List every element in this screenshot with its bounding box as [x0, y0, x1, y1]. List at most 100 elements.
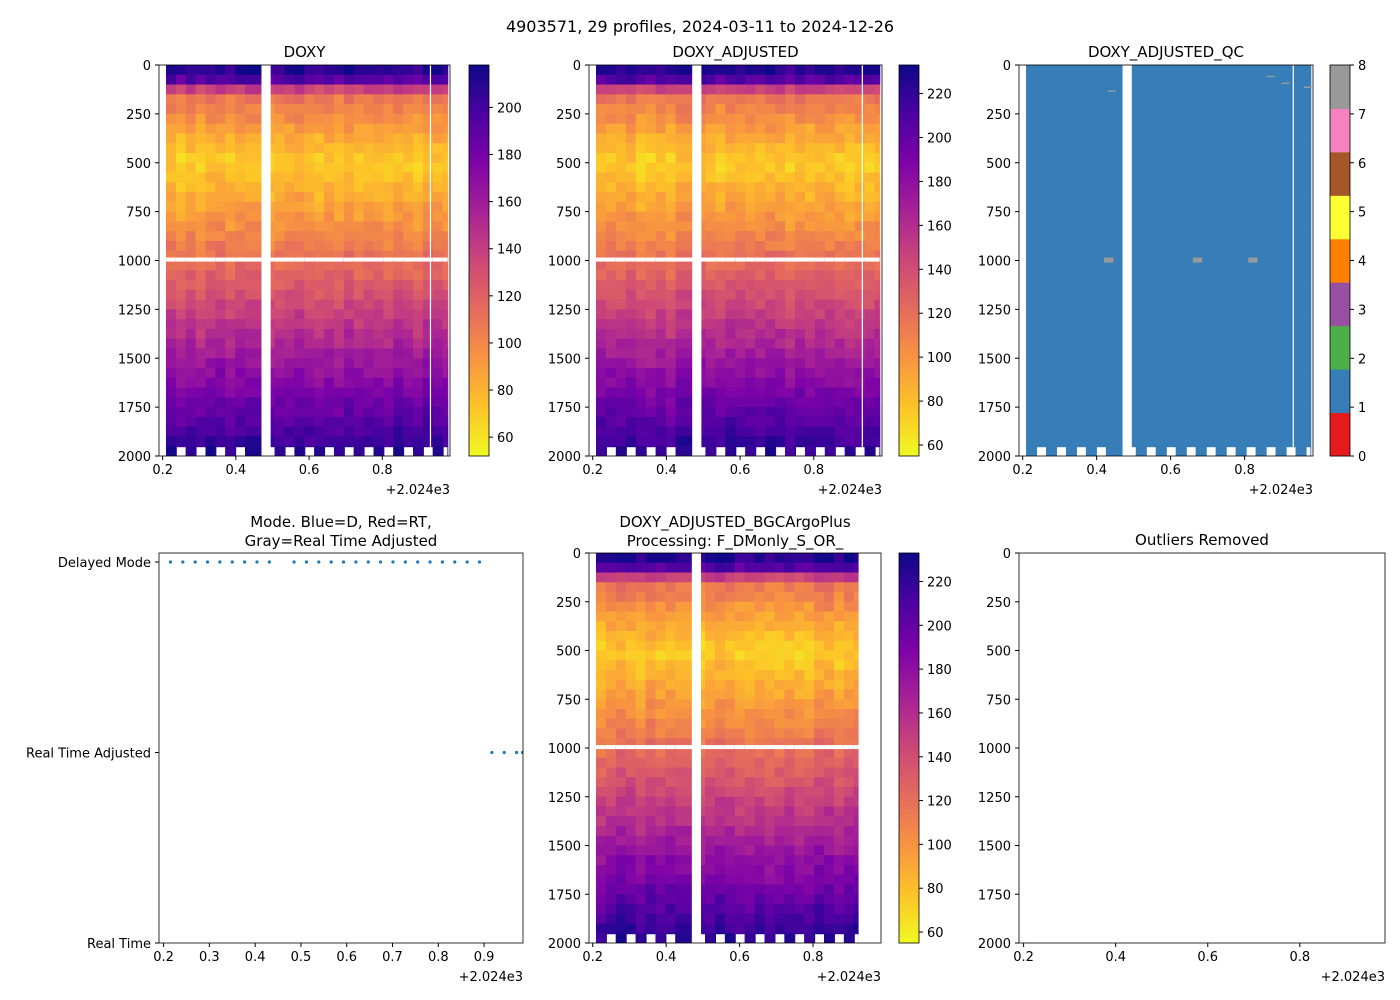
heatmap-cell [1036, 182, 1047, 193]
heatmap-cell [1305, 113, 1311, 125]
heatmap-cell [422, 192, 434, 203]
heatmap-cell [1205, 407, 1217, 418]
heatmap-cell [333, 416, 345, 428]
y-tick-label: 1000 [548, 255, 581, 270]
heatmap-cell [1155, 182, 1167, 193]
heatmap-cell [833, 894, 845, 905]
heatmap-cell [854, 74, 866, 86]
heatmap-cell [185, 377, 197, 389]
heatmap-cell [1255, 368, 1267, 379]
heatmap-cell [1310, 231, 1312, 242]
heatmap-cell [1085, 192, 1097, 203]
heatmap-cell [635, 113, 647, 125]
heatmap-cell [814, 631, 825, 642]
heatmap-cell [645, 358, 657, 369]
heatmap-cell [645, 309, 657, 320]
colorbar-swatch [1330, 282, 1350, 327]
heatmap-cell [596, 221, 607, 232]
heatmap-cell [705, 182, 716, 193]
heatmap-cell [635, 865, 647, 876]
heatmap-cell [1055, 133, 1067, 144]
heatmap-cell [432, 211, 444, 222]
x-offset-label: +2.024e3 [817, 970, 881, 985]
heatmap-cell [615, 553, 627, 564]
heatmap-cell [874, 172, 880, 183]
heatmap-cell [615, 113, 627, 125]
heatmap-cell [1036, 240, 1047, 252]
heatmap-cell [235, 240, 246, 252]
heatmap-cell [205, 328, 216, 340]
heatmap-cell [655, 84, 667, 95]
heatmap-cell [1255, 84, 1267, 95]
heatmap-cell [635, 679, 647, 690]
heatmap-cell [363, 192, 374, 203]
heatmap-cell [225, 172, 236, 183]
missing-bin [734, 745, 745, 750]
heatmap-cell [645, 670, 656, 681]
heatmap-cell [304, 270, 315, 281]
heatmap-cell [1215, 172, 1227, 183]
heatmap-cell [1145, 309, 1157, 320]
heatmap-cell [784, 709, 795, 720]
heatmap-cell [874, 192, 880, 203]
heatmap-cell [874, 289, 880, 301]
heatmap-cell [343, 250, 355, 261]
heatmap-cell [655, 865, 666, 876]
heatmap-cell [1215, 436, 1227, 447]
heatmap-cell [843, 660, 855, 671]
heatmap-cell [235, 436, 246, 447]
heatmap-cell [245, 182, 266, 193]
heatmap-cell [1265, 338, 1277, 349]
heatmap-cell [1195, 260, 1207, 271]
heatmap-cell [596, 250, 607, 261]
heatmap-cell [814, 777, 825, 788]
heatmap-cell [165, 74, 177, 86]
y-tick-label: 750 [986, 693, 1011, 708]
heatmap-cell [373, 426, 384, 437]
heatmap-cell [403, 328, 414, 340]
heatmap-cell [333, 162, 345, 174]
heatmap-cell [843, 728, 855, 739]
heatmap-cell [754, 699, 766, 710]
heatmap-cell [1055, 338, 1067, 349]
heatmap-cell [205, 416, 216, 428]
heatmap-cell [864, 143, 876, 154]
heatmap-cell [775, 162, 786, 174]
heatmap-cell [854, 133, 866, 144]
heatmap-cell [714, 679, 726, 690]
colorbar-tick-label: 8 [1358, 59, 1366, 74]
heatmap-cell [373, 328, 384, 340]
heatmap-cell [615, 670, 627, 681]
heatmap-cell [734, 601, 746, 612]
heatmap-cell [675, 709, 696, 720]
heatmap-cell [1275, 416, 1287, 428]
heatmap-cell [1205, 123, 1217, 134]
heatmap-cell [665, 182, 677, 193]
heatmap-cell [1095, 368, 1107, 379]
heatmap-cell [745, 299, 756, 310]
heatmap-cell [1215, 65, 1227, 76]
heatmap-cell [1095, 270, 1107, 281]
heatmap-cell [422, 358, 434, 369]
heatmap-cell [665, 631, 676, 642]
heatmap-cell [1045, 348, 1057, 359]
heatmap-cell [442, 240, 448, 252]
heatmap-cell [165, 192, 177, 203]
heatmap-cell [1185, 143, 1197, 154]
heatmap-cell [1215, 84, 1227, 95]
heatmap-cell [1205, 211, 1217, 222]
heatmap-cell [775, 133, 786, 144]
heatmap-cell [795, 240, 806, 252]
heatmap-cell [235, 143, 246, 154]
colorbar-tick-label: 0 [1358, 450, 1366, 465]
heatmap-cell [215, 211, 226, 222]
heatmap-cell [1305, 201, 1311, 213]
heatmap-cell [353, 133, 365, 144]
heatmap-cell [755, 143, 766, 154]
heatmap-cell [1135, 299, 1147, 310]
heatmap-cell [784, 757, 795, 768]
heatmap-cell [304, 201, 315, 213]
heatmap-cell [447, 416, 449, 428]
heatmap-cell [745, 201, 756, 213]
heatmap-cell [363, 162, 374, 174]
